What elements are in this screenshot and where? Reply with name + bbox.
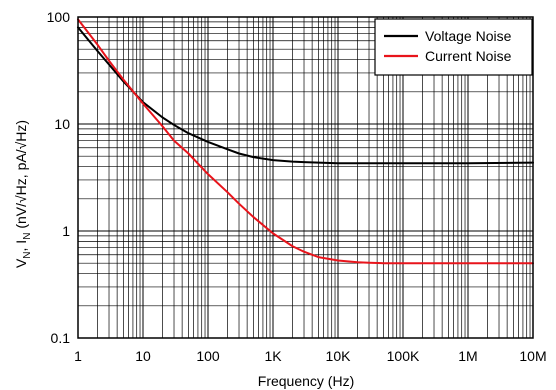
y-axis-title-sep: , I bbox=[13, 240, 29, 252]
x-tick-label: 1K bbox=[264, 348, 282, 364]
y-tick-label: 100 bbox=[47, 9, 71, 25]
legend-label-voltage-noise: Voltage Noise bbox=[425, 28, 512, 44]
y-axis-title-units: (nV/√Hz, pA/√Hz) bbox=[13, 120, 29, 233]
y-axis-title-v: V bbox=[13, 258, 29, 268]
x-tick-label: 1 bbox=[74, 348, 82, 364]
y-axis-title-v-sub: N bbox=[22, 251, 33, 258]
legend-label-current-noise: Current Noise bbox=[425, 48, 512, 64]
x-tick-label: 10K bbox=[326, 348, 352, 364]
y-tick-label: 10 bbox=[54, 116, 70, 132]
y-tick-label: 1 bbox=[62, 223, 70, 239]
y-axis-title: VN, IN (nV/√Hz, pA/√Hz) bbox=[13, 120, 33, 268]
plot-frame bbox=[77, 16, 534, 339]
x-tick-label: 100 bbox=[196, 348, 220, 364]
y-tick-label: 0.1 bbox=[51, 330, 71, 346]
series-line-current-noise bbox=[77, 18, 534, 265]
x-tick-label: 10 bbox=[135, 348, 151, 364]
x-axis-title: Frequency (Hz) bbox=[258, 373, 354, 389]
y-axis-title-i-sub: N bbox=[22, 233, 33, 240]
legend: Voltage Noise Current Noise bbox=[374, 18, 533, 76]
x-tick-label: 1M bbox=[458, 348, 477, 364]
legend-box bbox=[374, 18, 533, 76]
x-tick-label: 10M bbox=[519, 348, 546, 364]
x-tick-label: 100K bbox=[387, 348, 420, 364]
series-layer bbox=[77, 18, 534, 265]
